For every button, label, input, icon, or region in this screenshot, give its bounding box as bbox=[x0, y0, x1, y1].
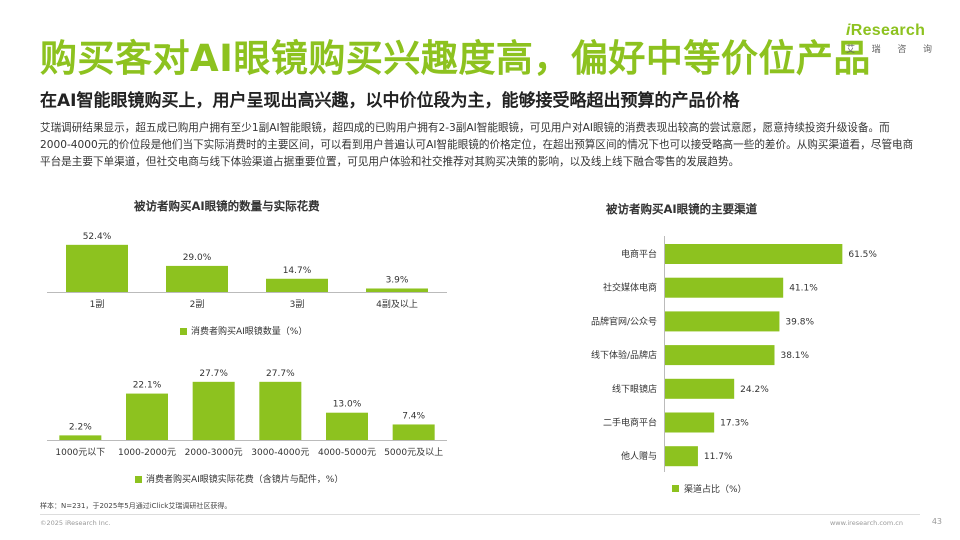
left-chart-title: 被访者购买AI眼镜的数量与实际花费 bbox=[134, 199, 320, 213]
category-label: 二手电商平台 bbox=[603, 417, 657, 429]
logo-sub-char: 询 bbox=[922, 45, 932, 55]
bar bbox=[326, 412, 368, 440]
data-label: 38.1% bbox=[780, 351, 809, 361]
category-label: 4000-5000元 bbox=[318, 448, 376, 458]
category-label: 社交媒体电商 bbox=[603, 282, 657, 294]
bar bbox=[66, 244, 128, 292]
legend-label: 消费者购买AI眼镜实际花费（含镜片与配件，%） bbox=[146, 473, 343, 485]
category-label: 1副 bbox=[90, 299, 105, 310]
page-subtitle: 在AI智能眼镜购买上，用户呈现出高兴趣，以中价位段为主，能够接受略超出预算的产品… bbox=[40, 91, 740, 111]
iresearch-logo: iResearch 艾 瑞 咨 询 bbox=[846, 22, 936, 66]
category-label: 1000元以下 bbox=[55, 448, 105, 458]
bar bbox=[259, 381, 302, 440]
data-label: 41.1% bbox=[789, 284, 818, 294]
data-label: 13.0% bbox=[333, 400, 362, 410]
category-label: 线下体验/品牌店 bbox=[591, 349, 657, 361]
data-label: 3.9% bbox=[386, 275, 409, 285]
footer-divider bbox=[40, 514, 920, 515]
category-label: 他人赠与 bbox=[621, 450, 657, 462]
data-label: 2.2% bbox=[69, 422, 92, 432]
category-label: 品牌官网/公众号 bbox=[591, 315, 657, 327]
legend-swatch bbox=[180, 328, 187, 335]
logo-sub-char: 咨 bbox=[897, 45, 907, 55]
bar bbox=[59, 435, 102, 440]
data-label: 11.7% bbox=[704, 452, 733, 462]
bar bbox=[192, 381, 235, 440]
logo-i: i bbox=[846, 22, 851, 39]
category-label: 5000元及以上 bbox=[384, 447, 443, 458]
bar bbox=[664, 244, 843, 264]
data-label: 29.0% bbox=[183, 253, 212, 263]
quantity-bar-chart: 52.4% 1副 29.0% 2副 14.7% 3副 3.9% 4副及以上消费者购买AI眼镜数… bbox=[47, 232, 447, 337]
category-label: 电商平台 bbox=[621, 248, 657, 260]
legend-label: 渠道占比（%） bbox=[684, 483, 747, 495]
data-label: 24.2% bbox=[740, 385, 769, 395]
logo-sub-char: 艾 bbox=[846, 45, 856, 55]
legend-swatch bbox=[135, 476, 142, 483]
bar bbox=[664, 345, 775, 366]
bar bbox=[664, 277, 784, 298]
data-label: 39.8% bbox=[785, 317, 814, 327]
bar bbox=[664, 446, 698, 467]
bar bbox=[664, 311, 780, 332]
category-label: 3副 bbox=[290, 299, 305, 310]
bar bbox=[166, 265, 228, 292]
logo-sub-char: 瑞 bbox=[871, 45, 881, 55]
bar bbox=[664, 378, 735, 399]
data-label: 61.5% bbox=[848, 250, 877, 260]
bar bbox=[126, 393, 168, 440]
spend-bar-chart: 2.2% 1000元以下 22.1% 1000-2000元 27.7% 2000-3000… bbox=[47, 369, 447, 485]
legend-label: 消费者购买AI眼镜数量（%） bbox=[191, 325, 307, 337]
category-label: 2000-3000元 bbox=[185, 448, 243, 458]
bar bbox=[366, 288, 428, 292]
data-label: 52.4% bbox=[83, 232, 112, 242]
data-label: 14.7% bbox=[283, 266, 312, 276]
category-label: 线下眼镜店 bbox=[612, 383, 657, 395]
data-label: 27.7% bbox=[199, 369, 228, 379]
data-label: 27.7% bbox=[266, 369, 295, 379]
description-paragraph: 艾瑞调研结果显示，超五成已购用户拥有至少1副AI智能眼镜，超四成的已购用户拥有2… bbox=[40, 122, 914, 169]
channel-bar-chart: 61.5% 电商平台 41.1% 社交媒体电商 39.8% 品牌官网/公众号 38.1% 线下… bbox=[591, 236, 877, 495]
bar bbox=[664, 412, 715, 433]
page-title: 购买客对AI眼镜购买兴趣度高，偏好中等价位产品 bbox=[40, 37, 871, 80]
logo-word: Research bbox=[850, 22, 926, 39]
category-label: 4副及以上 bbox=[376, 299, 418, 310]
category-label: 3000-4000元 bbox=[251, 448, 309, 458]
bar bbox=[392, 424, 435, 440]
data-label: 7.4% bbox=[402, 411, 425, 421]
legend-swatch bbox=[672, 485, 679, 492]
category-label: 1000-2000元 bbox=[118, 448, 176, 458]
sample-footnote: 样本：N=231，于2025年5月通过iClick艾瑞调研社区获得。 bbox=[40, 502, 232, 510]
right-chart-title: 被访者购买AI眼镜的主要渠道 bbox=[606, 202, 758, 216]
copyright: ©2025 iResearch Inc. bbox=[40, 519, 111, 527]
data-label: 22.1% bbox=[133, 381, 162, 391]
data-label: 17.3% bbox=[720, 419, 749, 429]
page-number: 43 bbox=[931, 517, 942, 526]
category-label: 2副 bbox=[190, 299, 205, 310]
site-url: www.iresearch.com.cn bbox=[829, 519, 903, 527]
bar bbox=[266, 278, 328, 292]
